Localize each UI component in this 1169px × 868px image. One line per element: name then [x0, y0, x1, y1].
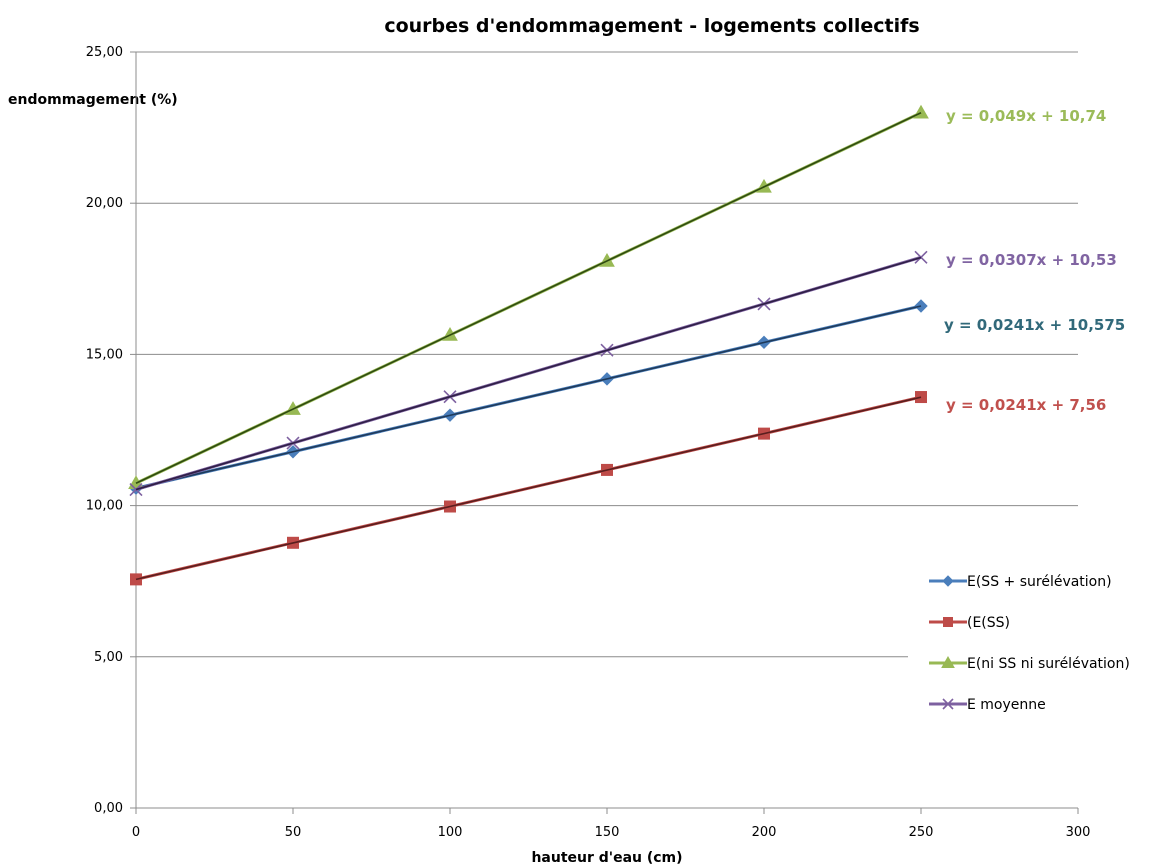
legend-marker	[943, 617, 953, 627]
chart-title: courbes d'endommagement - logements coll…	[384, 15, 919, 37]
x-tick-label: 200	[752, 825, 777, 840]
series-1	[130, 391, 927, 586]
trendline	[135, 112, 922, 484]
y-tick-label: 20,00	[86, 196, 123, 211]
legend-item: (E(SS)	[929, 615, 1010, 631]
legend-item: E(ni SS ni surélévation)	[929, 655, 1130, 672]
trendline-equation: y = 0,0307x + 10,53	[946, 251, 1117, 269]
marker-stroke	[914, 250, 928, 264]
y-axis-label: endommagement (%)	[8, 92, 178, 108]
legend-label: E moyenne	[967, 697, 1046, 713]
data-point	[915, 391, 927, 404]
trendline-equation: y = 0,0241x + 10,575	[944, 316, 1125, 334]
legend-item: E moyenne	[929, 697, 1046, 713]
series-3	[129, 250, 928, 497]
series-group	[128, 104, 929, 586]
y-tick-label: 15,00	[86, 347, 123, 362]
legend-marker	[942, 698, 954, 710]
data-point	[914, 250, 928, 264]
x-tick-label: 250	[909, 825, 934, 840]
x-axis-label: hauteur d'eau (cm)	[531, 850, 682, 866]
trendline-equation: y = 0,0241x + 7,56	[946, 396, 1106, 414]
y-tick-label: 10,00	[86, 499, 123, 514]
gridlines	[136, 51, 1078, 658]
trendline	[135, 305, 922, 489]
legend-marker	[942, 575, 954, 587]
y-tick-label: 0,00	[94, 801, 123, 816]
legend-marker	[941, 655, 955, 668]
series-2	[128, 104, 929, 489]
x-tick-label: 300	[1066, 825, 1091, 840]
axes	[130, 51, 1079, 814]
legend-label: (E(SS)	[967, 615, 1010, 631]
y-tick-label: 25,00	[86, 45, 123, 60]
trendline-equation: y = 0,049x + 10,74	[946, 107, 1106, 125]
marker-stroke	[942, 698, 954, 710]
y-tick-label: 5,00	[94, 650, 123, 665]
series-0	[129, 299, 928, 495]
trendline	[135, 396, 922, 581]
tick-labels: 0,00 5,00 10,00 15,00 20,00 25,00 0 50 100 150 200…	[86, 45, 1091, 840]
legend-label: E(ni SS ni surélévation)	[967, 656, 1130, 672]
x-tick-label: 150	[595, 825, 620, 840]
x-tick-label: 0	[132, 825, 140, 840]
legend: E(SS + surélévation) (E(SS) E(ni SS ni sur…	[929, 574, 1130, 713]
trendline-equations: y = 0,0241x + 10,575 y = 0,0241x + 7,56 y …	[944, 107, 1125, 414]
x-tick-label: 100	[438, 825, 463, 840]
trendline	[135, 256, 922, 491]
data-point	[913, 104, 929, 119]
legend-label: E(SS + surélévation)	[967, 574, 1112, 590]
legend-item: E(SS + surélévation)	[929, 574, 1112, 590]
x-tick-label: 50	[285, 825, 302, 840]
